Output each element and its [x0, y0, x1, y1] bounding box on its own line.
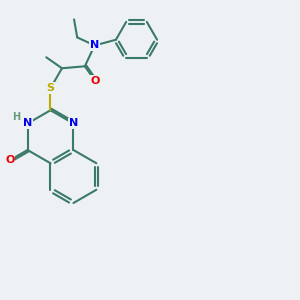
- Text: H: H: [12, 112, 20, 122]
- Text: S: S: [46, 83, 55, 93]
- Text: N: N: [69, 118, 78, 128]
- Text: O: O: [90, 76, 100, 86]
- Text: N: N: [23, 118, 32, 128]
- Text: O: O: [5, 155, 14, 165]
- Text: N: N: [90, 40, 99, 50]
